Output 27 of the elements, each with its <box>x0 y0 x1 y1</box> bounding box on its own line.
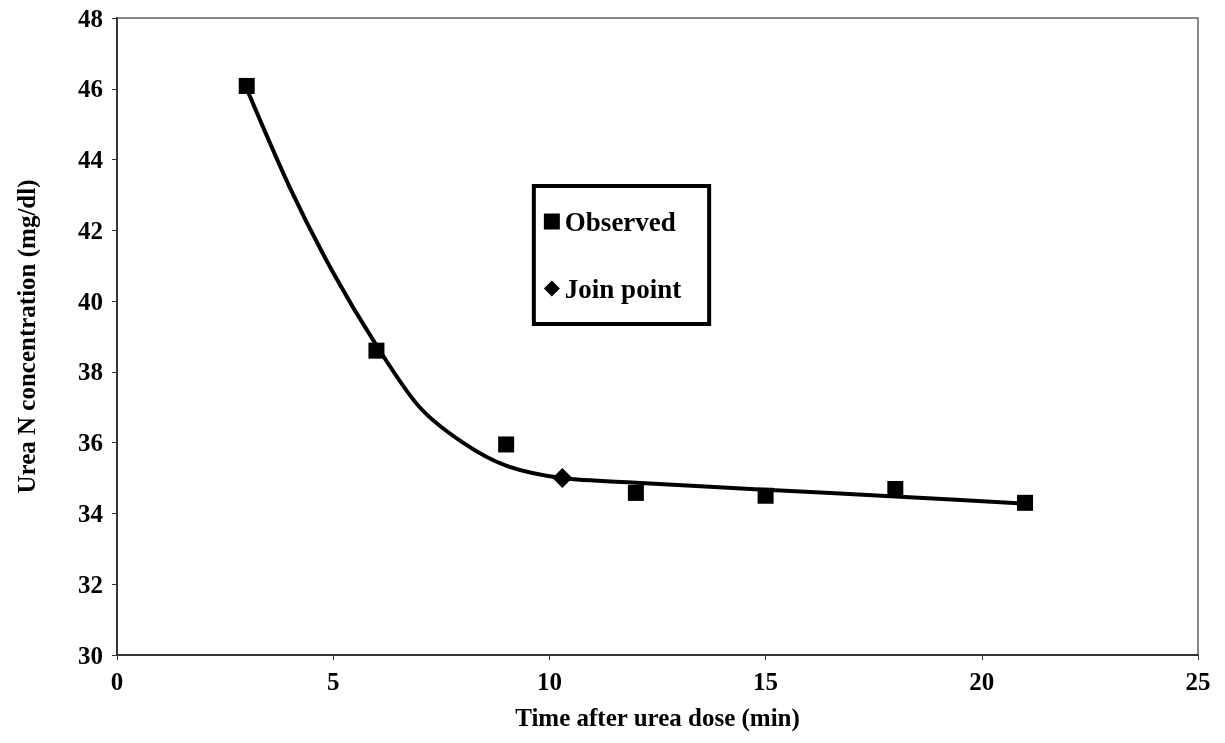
y-tick-label: 40 <box>78 287 103 315</box>
y-tick-label: 44 <box>78 146 104 174</box>
point <box>498 436 515 453</box>
point <box>757 487 774 504</box>
x-tick-label: 25 <box>1185 668 1211 695</box>
x-tick-label: 10 <box>536 668 562 695</box>
y-tick-label: 34 <box>78 499 104 527</box>
y-tick-label: 36 <box>78 429 103 457</box>
y-tick-label: 42 <box>78 216 103 244</box>
x-tick-label: 15 <box>753 668 779 695</box>
x-tick-label: 20 <box>969 668 995 695</box>
y-tick-label: 46 <box>78 75 103 103</box>
point <box>552 468 573 489</box>
y-axis-title: Urea N concentration (mg/dl) <box>13 179 41 494</box>
point <box>238 77 255 94</box>
point <box>368 342 385 359</box>
x-axis-title: Time after urea dose (min) <box>515 704 800 732</box>
y-tick-label: 38 <box>78 358 103 386</box>
legend-label: Observed <box>564 206 676 237</box>
legend-label: Join point <box>564 273 682 304</box>
point <box>1017 494 1034 511</box>
y-tick-label: 32 <box>78 570 103 598</box>
x-tick-label: 5 <box>326 668 340 695</box>
y-tick-label: 30 <box>78 641 103 669</box>
point <box>627 484 644 501</box>
y-tick-label: 48 <box>78 4 103 32</box>
x-tick-label: 0 <box>110 668 124 695</box>
